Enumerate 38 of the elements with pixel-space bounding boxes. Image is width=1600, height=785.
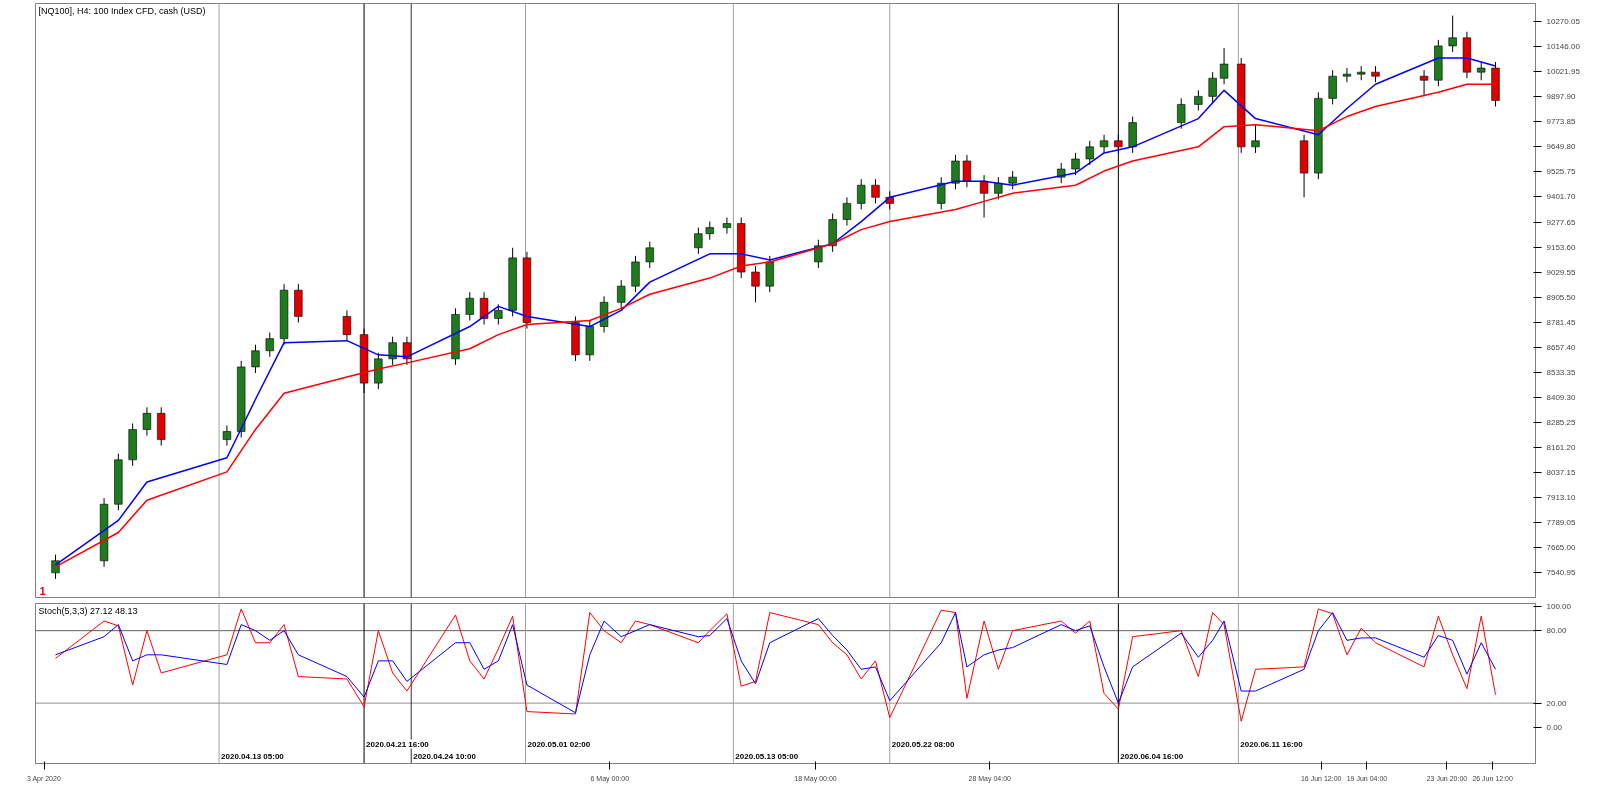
chart-title: Stoch(5,3,3) 27.12 48.13 <box>38 605 138 616</box>
y-tick-label: 8905.50 <box>1546 292 1576 302</box>
y-tick-label: 8781.45 <box>1546 317 1576 327</box>
ref-line-label: 2020.06.04 16:00 <box>1120 751 1184 761</box>
y-tick-label: 10270.05 <box>1546 17 1581 27</box>
y-tick-label: 7913.10 <box>1546 493 1576 503</box>
y-tick-label: 10146.00 <box>1546 42 1581 52</box>
y-tick-label: 100.00 <box>1546 602 1572 612</box>
y-tick-label: 7540.95 <box>1546 568 1576 578</box>
ref-line-label: 2020.05.01 02:00 <box>527 739 591 749</box>
chart-title: [NQ100], H4: 100 Index CFD, cash (USD) <box>38 5 206 16</box>
y-tick-label: 8657.40 <box>1546 342 1576 352</box>
ref-line-label: 2020.04.21 16:00 <box>366 739 430 749</box>
y-tick-label: 10021.95 <box>1546 67 1581 77</box>
y-tick-label: 8533.35 <box>1546 367 1576 377</box>
y-tick-label: 9897.90 <box>1546 92 1576 102</box>
y-tick-label: 8285.25 <box>1546 417 1576 427</box>
y-tick-label: 8037.15 <box>1546 467 1576 477</box>
y-tick-label: 0.00 <box>1546 722 1563 732</box>
y-tick-label: 9029.55 <box>1546 267 1576 277</box>
y-tick-label: 8409.30 <box>1546 392 1576 402</box>
y-tick-label: 7789.05 <box>1546 518 1576 528</box>
y-tick-label: 9649.80 <box>1546 142 1576 152</box>
y-tick-label: 20.00 <box>1546 698 1568 708</box>
ref-line-label: 2020.06.11 16:00 <box>1240 739 1304 749</box>
y-tick-label: 9401.70 <box>1546 192 1576 202</box>
y-tick-label: 7665.00 <box>1546 543 1576 553</box>
y-tick-label: 80.00 <box>1546 626 1568 636</box>
y-tick-label: 9153.60 <box>1546 242 1576 252</box>
y-tick-label: 9277.65 <box>1546 217 1576 227</box>
ref-line-label: 2020.04.13 05:00 <box>221 751 285 761</box>
ref-line-label: 2020.05.13 05:00 <box>735 751 799 761</box>
ref-line-label: 2020.05.22 08:00 <box>891 739 956 749</box>
annotation: 1 <box>39 584 46 597</box>
y-tick-label: 9773.85 <box>1546 117 1576 127</box>
y-tick-label: 9525.75 <box>1546 167 1576 177</box>
y-tick-label: 8161.20 <box>1546 442 1576 452</box>
ref-line-label: 2020.04.24 10:00 <box>413 751 477 761</box>
